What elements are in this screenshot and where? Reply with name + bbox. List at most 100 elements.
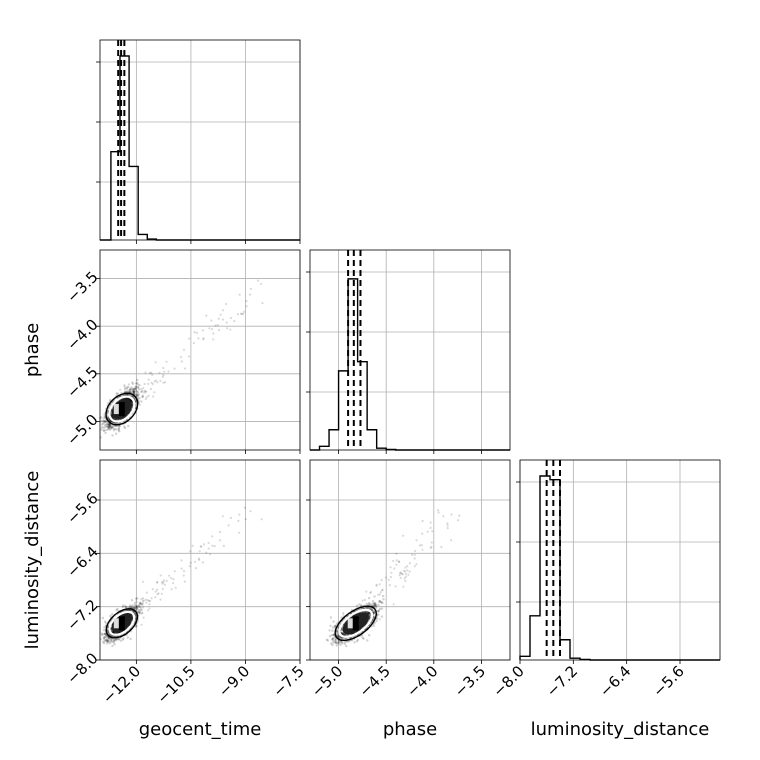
sample-point — [332, 620, 335, 623]
sample-point — [134, 607, 137, 610]
sample-point — [189, 561, 192, 565]
sample-point — [408, 562, 411, 565]
sample-point — [123, 425, 126, 428]
sample-point — [371, 600, 375, 603]
sample-point — [193, 331, 196, 334]
sample-point — [138, 388, 141, 391]
sample-point — [243, 506, 246, 509]
x-tick-label: −10.5 — [154, 662, 199, 707]
sample-point — [127, 390, 130, 393]
sample-point — [141, 580, 145, 583]
sample-point — [143, 382, 146, 386]
sample-point — [217, 317, 220, 320]
sample-point — [415, 539, 418, 542]
sample-point — [378, 583, 381, 586]
sample-point — [180, 559, 183, 562]
sample-point — [366, 639, 369, 642]
sample-point — [245, 305, 248, 308]
sample-point — [332, 637, 335, 640]
scatter-geocent_time-phase — [99, 279, 264, 439]
sample-point — [195, 331, 198, 334]
sample-point — [140, 390, 143, 394]
sample-point — [109, 638, 113, 641]
sample-point — [174, 586, 177, 589]
sample-point — [392, 603, 395, 606]
sample-point — [219, 539, 222, 542]
sample-point — [411, 553, 414, 557]
sample-point — [122, 637, 125, 640]
sample-point — [404, 572, 407, 575]
sample-point — [154, 361, 157, 364]
sample-point — [158, 371, 161, 374]
sample-point — [136, 391, 140, 394]
sample-point — [133, 390, 136, 394]
y-tick-label: −8.0 — [63, 649, 101, 687]
sample-point — [431, 530, 434, 533]
sample-point — [132, 389, 136, 393]
sample-point — [140, 612, 143, 615]
sample-point — [110, 639, 113, 642]
sample-point — [165, 579, 168, 583]
sample-point — [239, 312, 243, 315]
sample-point — [136, 394, 139, 397]
sample-point — [114, 432, 118, 435]
sample-point — [123, 386, 127, 389]
sample-point — [238, 293, 241, 296]
sample-point — [335, 630, 339, 633]
sample-point — [170, 577, 173, 580]
sample-point — [111, 425, 114, 429]
sample-point — [101, 616, 105, 620]
sample-point — [379, 591, 382, 594]
sample-point — [142, 616, 145, 619]
density-cell — [347, 618, 353, 629]
sample-point — [154, 590, 157, 593]
sample-point — [113, 424, 117, 428]
sample-point — [106, 639, 110, 642]
sample-point — [173, 570, 176, 573]
sample-point — [132, 390, 136, 393]
sample-point — [219, 313, 222, 316]
sample-point — [117, 429, 120, 432]
sample-point — [117, 426, 121, 430]
sample-point — [103, 637, 106, 641]
sample-point — [144, 390, 147, 393]
sample-point — [116, 422, 119, 425]
y-tick-label: −5.0 — [63, 411, 101, 449]
sample-point — [403, 577, 406, 580]
sample-point — [249, 287, 252, 290]
sample-point — [162, 366, 165, 370]
sample-point — [144, 390, 147, 393]
sample-point — [421, 548, 424, 551]
sample-point — [117, 638, 121, 641]
density-cell — [113, 404, 119, 415]
sample-point — [159, 598, 162, 601]
sample-point — [152, 395, 155, 398]
sample-point — [225, 321, 228, 324]
sample-point — [243, 310, 246, 313]
sample-point — [156, 588, 159, 592]
sample-point — [129, 388, 132, 391]
sample-point — [368, 633, 371, 637]
sample-point — [395, 552, 398, 555]
sample-point — [173, 367, 176, 370]
sample-point — [106, 642, 109, 645]
y-tick-label: −5.6 — [63, 489, 101, 527]
sample-point — [135, 605, 138, 608]
sample-point — [129, 390, 132, 393]
panel-frame-1-0 — [99, 249, 301, 451]
sample-point — [127, 393, 130, 396]
sample-point — [182, 574, 185, 577]
sample-point — [168, 574, 171, 577]
scatter-phase-luminosity_distance — [325, 509, 461, 648]
sample-point — [450, 539, 453, 542]
sample-point — [136, 386, 139, 389]
sample-point — [125, 393, 128, 397]
sample-point — [172, 578, 175, 581]
sample-point — [329, 624, 332, 628]
sample-point — [189, 550, 192, 553]
sample-point — [149, 600, 152, 603]
sample-point — [240, 312, 243, 315]
sample-point — [413, 557, 416, 560]
sample-point — [261, 302, 264, 305]
sample-point — [331, 626, 335, 629]
